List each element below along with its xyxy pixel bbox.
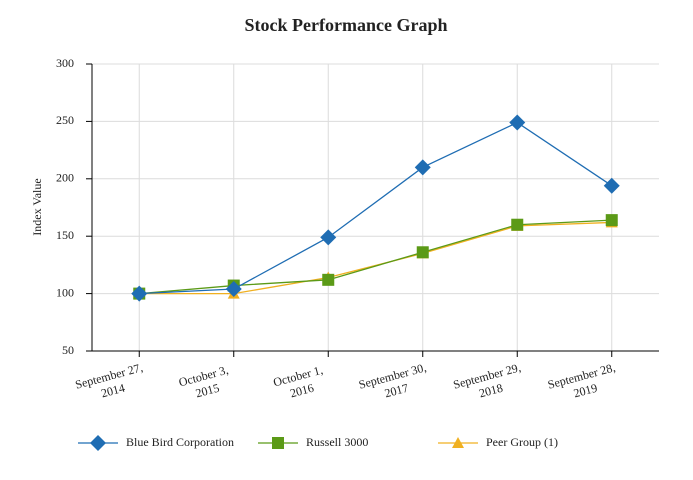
y-tick-label: 100 (56, 285, 74, 299)
legend-label: Blue Bird Corporation (126, 435, 234, 449)
series-line (139, 121, 613, 295)
y-tick-label: 300 (56, 56, 74, 70)
x-tick-label: September 29,2018 (452, 360, 526, 406)
data-point (511, 218, 524, 231)
x-tick-label: September 28,2019 (546, 360, 620, 406)
legend-label: Russell 3000 (306, 435, 368, 449)
data-point (225, 281, 242, 298)
legend-marker (90, 435, 106, 451)
y-axis-label: Index Value (30, 178, 44, 235)
x-tick-label: September 27,2014 (74, 360, 148, 406)
data-point (322, 273, 335, 286)
data-point (131, 285, 148, 302)
legend-marker (452, 437, 464, 448)
data-point (416, 246, 429, 259)
x-tick-label: October 3,2015 (177, 362, 233, 403)
y-tick-label: 50 (62, 343, 74, 357)
x-tick-label: October 1,2016 (272, 362, 328, 403)
data-point (603, 177, 620, 194)
y-tick-label: 250 (56, 113, 74, 127)
data-point (414, 159, 431, 176)
legend-marker (272, 437, 284, 449)
data-point (509, 114, 526, 131)
data-point (605, 214, 618, 227)
y-tick-label: 200 (56, 171, 74, 185)
legend-label: Peer Group (1) (486, 435, 558, 449)
series-line (139, 219, 612, 295)
series-line (139, 221, 612, 295)
data-point (320, 229, 337, 246)
chart-title: Stock Performance Graph (245, 15, 448, 35)
y-tick-label: 150 (56, 228, 74, 242)
x-tick-label: September 30,2017 (357, 360, 431, 406)
